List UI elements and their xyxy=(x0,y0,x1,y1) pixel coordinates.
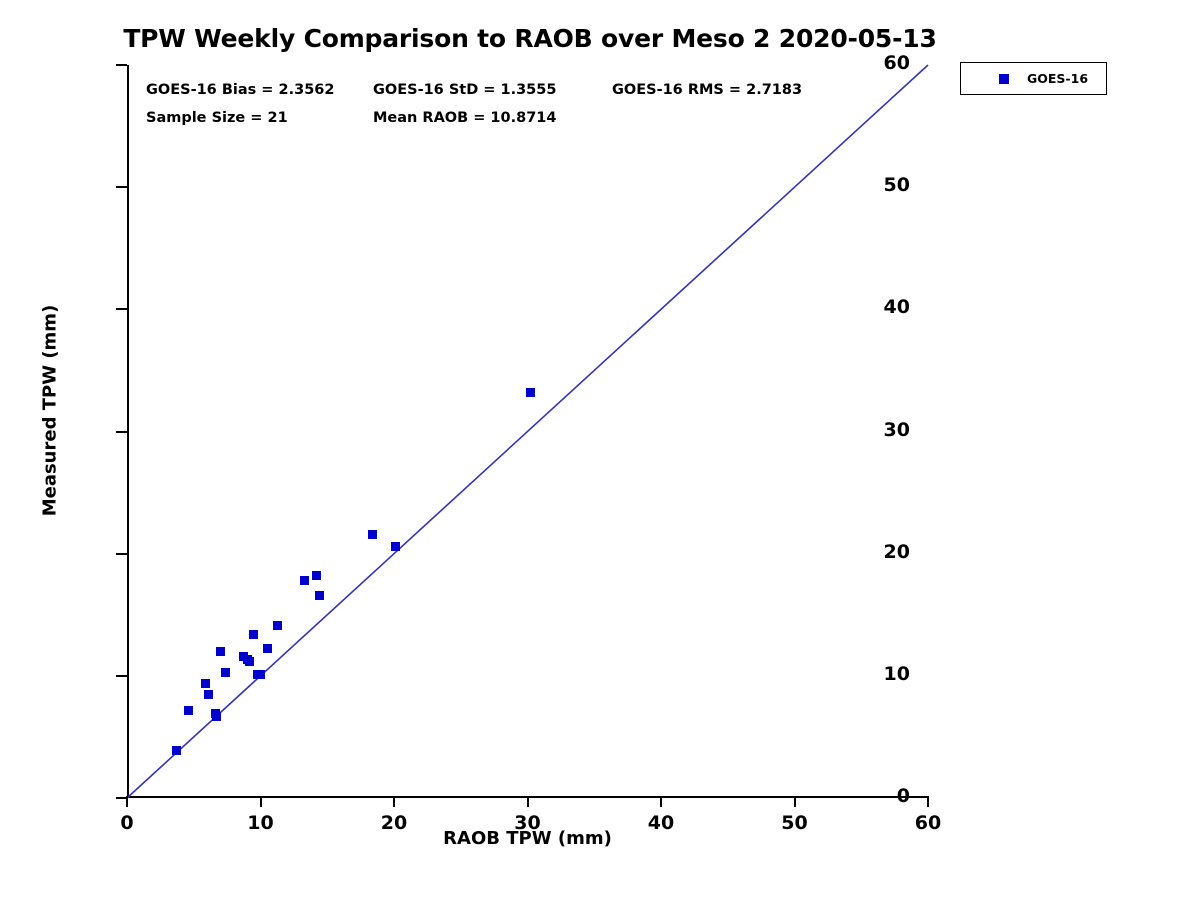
reference-line-layer xyxy=(126,64,929,799)
y-axis-line xyxy=(127,65,129,798)
y-axis-title: Measured TPW (mm) xyxy=(39,304,61,517)
y-tick-0 xyxy=(116,797,127,799)
x-tick-label-20: 20 xyxy=(380,812,408,834)
stat-bias: GOES-16 Bias = 2.3562 xyxy=(146,82,335,98)
x-tick-50 xyxy=(793,796,796,807)
y-tick-20 xyxy=(116,552,127,555)
data-point xyxy=(273,621,283,631)
x-tick-0 xyxy=(126,796,128,807)
x-tick-30 xyxy=(526,796,529,807)
data-point xyxy=(201,678,211,688)
data-point xyxy=(368,529,378,539)
plot-area: 0 10 20 30 40 50 60 0 10 20 30 40 50 60 xyxy=(116,52,941,834)
legend-label-goes16: GOES-16 xyxy=(1027,71,1089,86)
y-tick-60 xyxy=(116,64,127,66)
data-point xyxy=(171,745,181,755)
y-tick-30 xyxy=(116,430,127,433)
x-axis-title: RAOB TPW (mm) xyxy=(443,828,612,849)
x-tick-label-0: 0 xyxy=(120,812,134,834)
x-tick-60 xyxy=(927,796,929,807)
y-tick-label-30: 30 xyxy=(883,418,910,441)
data-point xyxy=(256,670,265,680)
stat-mean-raob: Mean RAOB = 10.8714 xyxy=(373,110,557,126)
x-tick-label-40: 40 xyxy=(647,812,675,834)
data-point xyxy=(249,629,259,639)
data-point xyxy=(314,590,324,600)
y-tick-label-10: 10 xyxy=(883,662,910,685)
data-point xyxy=(203,689,213,699)
y-tick-label-20: 20 xyxy=(883,540,910,563)
x-tick-40 xyxy=(660,796,662,807)
stat-std: GOES-16 StD = 1.3555 xyxy=(373,82,557,98)
x-tick-label-60: 60 xyxy=(914,812,942,834)
data-point xyxy=(215,646,225,656)
legend-marker-goes16 xyxy=(999,74,1009,84)
y-tick-label-50: 50 xyxy=(883,174,910,197)
y-tick-50 xyxy=(116,186,127,189)
x-tick-label-10: 10 xyxy=(247,812,274,834)
x-tick-label-30: 30 xyxy=(514,812,541,834)
stat-rms: GOES-16 RMS = 2.7183 xyxy=(612,82,803,98)
y-tick-label-40: 40 xyxy=(883,296,910,319)
legend: GOES-16 xyxy=(960,62,1107,95)
data-point xyxy=(211,711,221,721)
data-point xyxy=(300,576,310,586)
y-tick-label-60: 60 xyxy=(883,52,910,74)
data-point xyxy=(183,705,193,715)
data-point xyxy=(390,541,400,551)
data-point xyxy=(525,387,535,397)
y-tick-label-0: 0 xyxy=(896,785,910,807)
x-tick-10 xyxy=(259,796,262,807)
x-tick-label-50: 50 xyxy=(781,812,808,834)
y-tick-10 xyxy=(116,674,127,677)
data-point xyxy=(312,571,322,581)
x-tick-20 xyxy=(393,796,395,807)
one-to-one-line xyxy=(126,64,929,799)
chart-title: TPW Weekly Comparison to RAOB over Meso … xyxy=(123,24,937,53)
data-point xyxy=(221,667,231,677)
data-point xyxy=(245,656,255,666)
data-point xyxy=(262,644,272,654)
y-tick-40 xyxy=(116,308,127,311)
stat-sample-size: Sample Size = 21 xyxy=(146,110,288,126)
